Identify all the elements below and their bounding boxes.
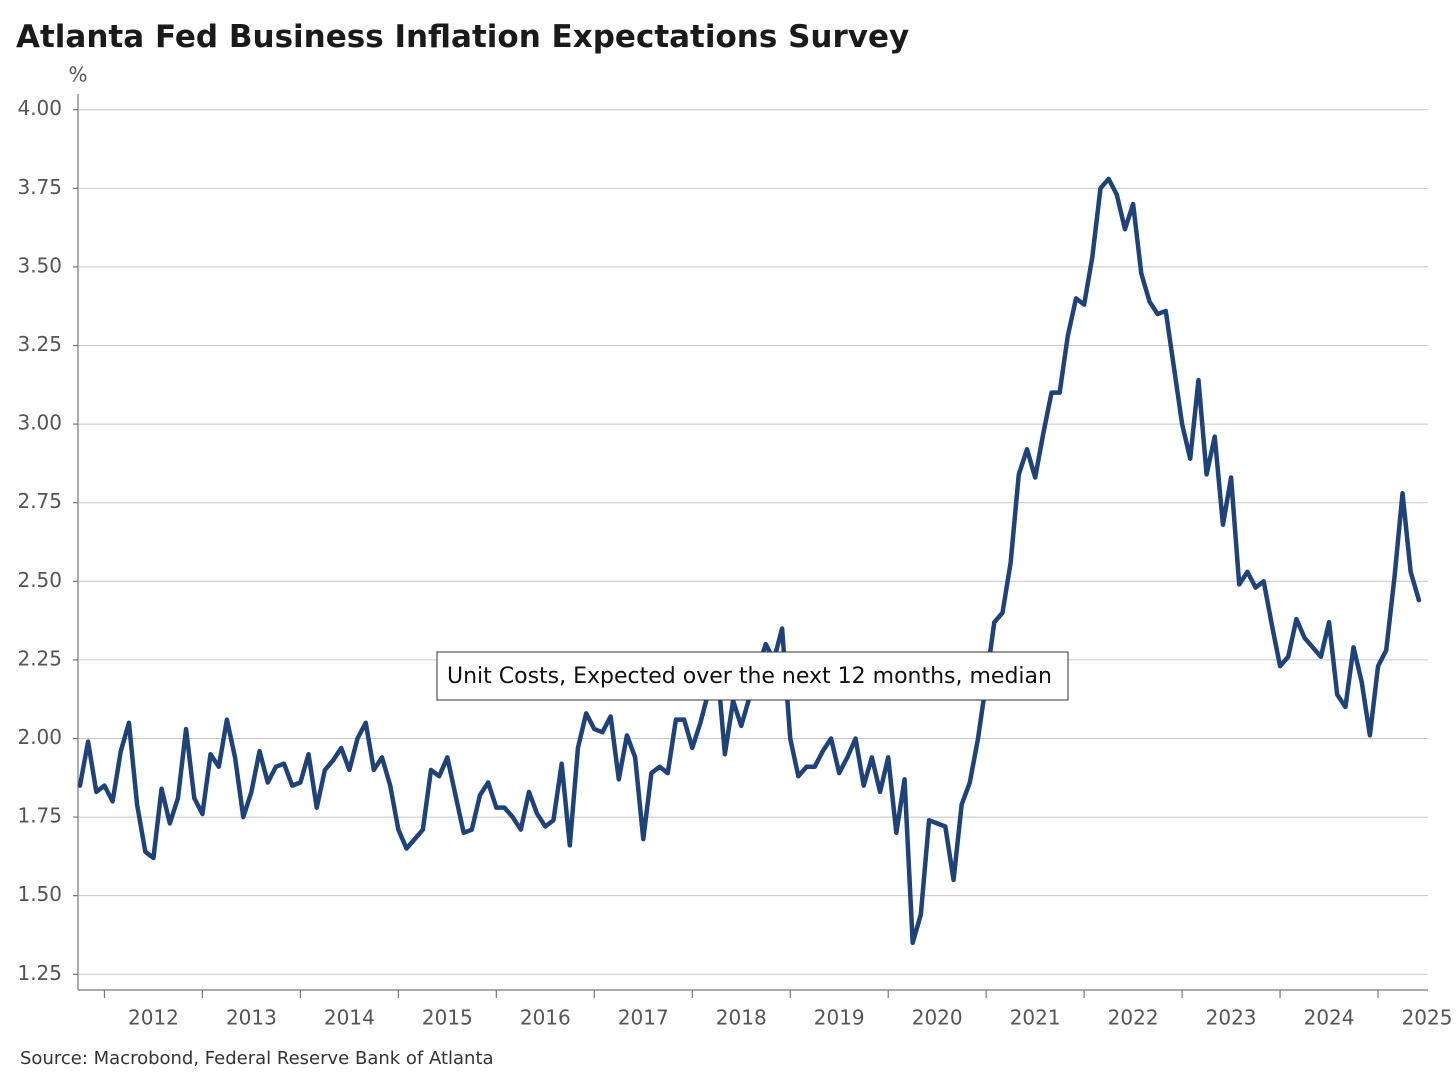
legend-box	[436, 651, 1069, 701]
x-tick-label: 2022	[1108, 1006, 1159, 1030]
x-tick-label: 2014	[324, 1006, 375, 1030]
y-tick-label: 3.50	[17, 253, 62, 277]
x-tick-label: 2023	[1206, 1006, 1257, 1030]
x-tick-label: 2016	[520, 1006, 571, 1030]
y-tick-label: 3.75	[17, 175, 62, 199]
y-tick-label: 1.50	[17, 882, 62, 906]
x-tick-label: 2019	[814, 1006, 865, 1030]
x-tick-label: 2015	[422, 1006, 473, 1030]
y-tick-label: 3.25	[17, 332, 62, 356]
y-axis-unit: %	[68, 63, 87, 87]
y-tick-label: 2.00	[17, 725, 62, 749]
x-tick-label: 2020	[912, 1006, 963, 1030]
x-tick-label: 2012	[128, 1006, 179, 1030]
y-tick-label: 2.75	[17, 489, 62, 513]
legend: Unit Costs, Expected over the next 12 mo…	[436, 651, 1069, 701]
y-tick-label: 4.00	[17, 96, 62, 120]
x-tick-label: 2013	[226, 1006, 277, 1030]
x-tick-label: 2024	[1304, 1006, 1355, 1030]
legend-label: Unit Costs, Expected over the next 12 mo…	[447, 664, 1052, 689]
x-tick-label: 2025	[1402, 1006, 1453, 1030]
y-tick-label: 1.75	[17, 804, 62, 828]
source-note: Source: Macrobond, Federal Reserve Bank …	[20, 1048, 494, 1069]
y-tick-label: 3.00	[17, 411, 62, 435]
x-tick-label: 2021	[1010, 1006, 1061, 1030]
grid-layer: 1.25 1.50 1.75 2.00 2.25 2.50 2.75 3.00 3.25 3.50…	[17, 94, 1452, 1030]
y-tick-label: 1.25	[17, 961, 62, 985]
series-line	[77, 176, 1422, 946]
y-tick-label: 2.25	[17, 646, 62, 670]
y-tick-label: 2.50	[17, 568, 62, 592]
x-tick-label: 2017	[618, 1006, 669, 1030]
mark-layer	[77, 176, 1422, 946]
chart-title: Atlanta Fed Business Inflation Expectati…	[16, 19, 909, 55]
x-tick-label: 2018	[716, 1006, 767, 1030]
